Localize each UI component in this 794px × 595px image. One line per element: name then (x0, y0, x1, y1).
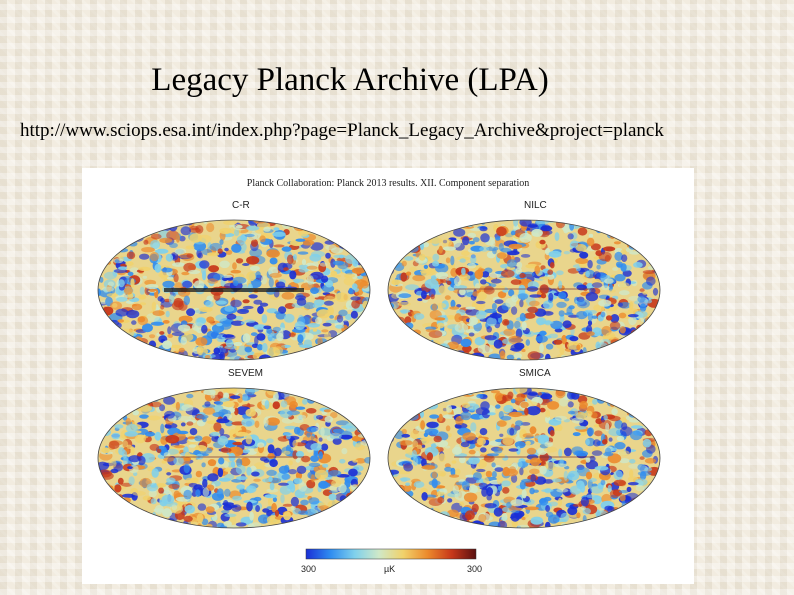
colorbar-unit-label: µK (384, 564, 396, 574)
sky-map-outline (97, 387, 371, 529)
maps-layer (97, 219, 661, 529)
archive-url[interactable]: http://www.sciops.esa.int/index.php?page… (20, 120, 664, 141)
cmb-figure: Planck Collaboration: Planck 2013 result… (82, 168, 694, 584)
figure-caption: Planck Collaboration: Planck 2013 result… (246, 178, 530, 189)
sky-map-outline (97, 219, 371, 361)
colorbar-max-label: 300 (467, 564, 483, 574)
map-label-nilc: NILC (524, 200, 547, 211)
sky-map-outline (387, 387, 661, 529)
sky-map-sevem (97, 387, 371, 529)
colorbar-min-label: 300 (301, 564, 317, 574)
slide-title: Legacy Planck Archive (LPA) (151, 62, 549, 98)
cmb-maps-graphic (97, 219, 661, 560)
map-label-sevem: SEVEM (228, 368, 264, 379)
sky-map-outline (387, 219, 661, 361)
sky-map-nilc (387, 219, 661, 361)
map-label-smica: SMICA (519, 368, 551, 379)
colorbar (305, 548, 477, 560)
sky-map-c-r (97, 219, 371, 361)
sky-map-smica (387, 387, 661, 529)
map-label-c-r: C-R (232, 200, 250, 211)
